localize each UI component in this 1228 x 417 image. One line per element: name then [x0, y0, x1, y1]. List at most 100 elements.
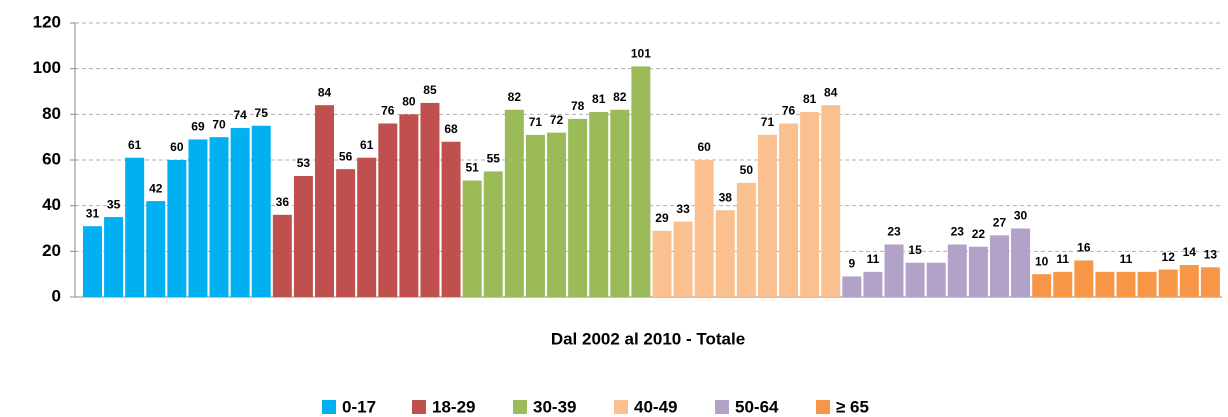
bar — [989, 235, 1009, 297]
value-label: 76 — [782, 104, 796, 118]
value-label: 23 — [887, 225, 901, 239]
value-label: 61 — [128, 138, 142, 152]
bar — [125, 157, 145, 297]
value-label: 30 — [1014, 209, 1028, 223]
value-label: 36 — [276, 195, 290, 209]
value-label: 50 — [740, 163, 754, 177]
value-label: 22 — [972, 227, 986, 241]
bar — [1116, 271, 1136, 297]
legend-swatch — [322, 400, 336, 414]
bar — [251, 125, 271, 297]
legend-swatch — [412, 400, 426, 414]
value-label: 33 — [676, 202, 690, 216]
value-label: 12 — [1162, 250, 1176, 264]
bar — [715, 210, 735, 297]
bar — [315, 105, 335, 297]
value-label: 71 — [529, 115, 543, 129]
value-label: 15 — [908, 243, 922, 257]
bar — [779, 123, 799, 297]
bar — [589, 112, 609, 297]
bar — [1158, 269, 1178, 297]
bar — [104, 217, 124, 297]
value-label: 78 — [571, 99, 585, 113]
legend-label: 50-64 — [735, 397, 779, 416]
value-label: 60 — [697, 140, 711, 154]
value-label: 11 — [867, 252, 880, 266]
value-label: 68 — [444, 122, 458, 136]
bar — [547, 132, 567, 297]
bar — [1095, 271, 1115, 297]
x-axis-title: Dal 2002 al 2010 - Totale — [551, 329, 745, 348]
legend-label: ≥ 65 — [836, 397, 869, 416]
value-label: 72 — [550, 113, 564, 127]
y-tick-label: 40 — [42, 195, 61, 214]
bar — [884, 244, 904, 297]
bar — [1032, 274, 1052, 297]
bar — [1053, 271, 1073, 297]
legend-swatch — [816, 400, 830, 414]
bar — [483, 171, 503, 297]
legend-swatch — [715, 400, 729, 414]
bar — [610, 109, 630, 298]
value-label: 16 — [1077, 241, 1091, 255]
bar — [673, 221, 693, 297]
bar — [631, 66, 651, 297]
value-label: 38 — [719, 190, 733, 204]
value-label: 84 — [318, 85, 332, 99]
value-label: 85 — [423, 83, 437, 97]
value-label: 80 — [402, 95, 416, 109]
bar — [926, 262, 946, 297]
value-label: 42 — [149, 181, 163, 195]
y-tick-label: 0 — [52, 286, 61, 305]
legend-swatch — [513, 400, 527, 414]
bar — [863, 271, 883, 297]
bar — [462, 180, 482, 297]
bar — [525, 134, 545, 297]
bar — [736, 182, 756, 297]
bar — [652, 230, 672, 297]
value-label: 101 — [631, 47, 651, 61]
bar — [1137, 271, 1157, 297]
y-tick-label: 80 — [42, 104, 61, 123]
bar — [757, 134, 777, 297]
bar — [504, 109, 524, 298]
y-tick-label: 100 — [33, 58, 61, 77]
bar — [230, 128, 250, 297]
bar — [167, 160, 187, 297]
bar — [378, 123, 398, 297]
value-label: 69 — [191, 120, 205, 134]
y-tick-label: 20 — [42, 241, 61, 260]
bar — [399, 114, 419, 297]
bar — [1179, 265, 1199, 297]
value-label: 55 — [487, 152, 501, 166]
value-label: 76 — [381, 104, 395, 118]
value-label: 70 — [212, 117, 226, 131]
bar — [842, 276, 862, 297]
bar — [968, 246, 988, 297]
bar — [905, 262, 925, 297]
bar — [83, 226, 102, 297]
value-label: 51 — [465, 161, 479, 175]
value-label: 82 — [508, 90, 522, 104]
bar — [694, 160, 714, 297]
bar — [293, 175, 313, 297]
value-label: 31 — [86, 206, 100, 220]
value-label: 75 — [255, 106, 269, 120]
legend-swatch — [614, 400, 628, 414]
bar — [800, 112, 820, 297]
legend-label: 30-39 — [533, 397, 576, 416]
value-label: 82 — [613, 90, 627, 104]
legend-label: 40-49 — [634, 397, 677, 416]
bar — [1200, 267, 1220, 297]
value-label: 60 — [170, 140, 184, 154]
bar — [568, 118, 588, 298]
bar — [357, 157, 377, 297]
bar — [1074, 260, 1094, 297]
value-label: 35 — [107, 197, 121, 211]
bar — [821, 105, 841, 297]
value-label: 23 — [951, 225, 965, 239]
value-label: 74 — [233, 108, 247, 122]
value-label: 81 — [592, 92, 606, 106]
bar — [209, 137, 229, 297]
value-label: 10 — [1035, 254, 1049, 268]
